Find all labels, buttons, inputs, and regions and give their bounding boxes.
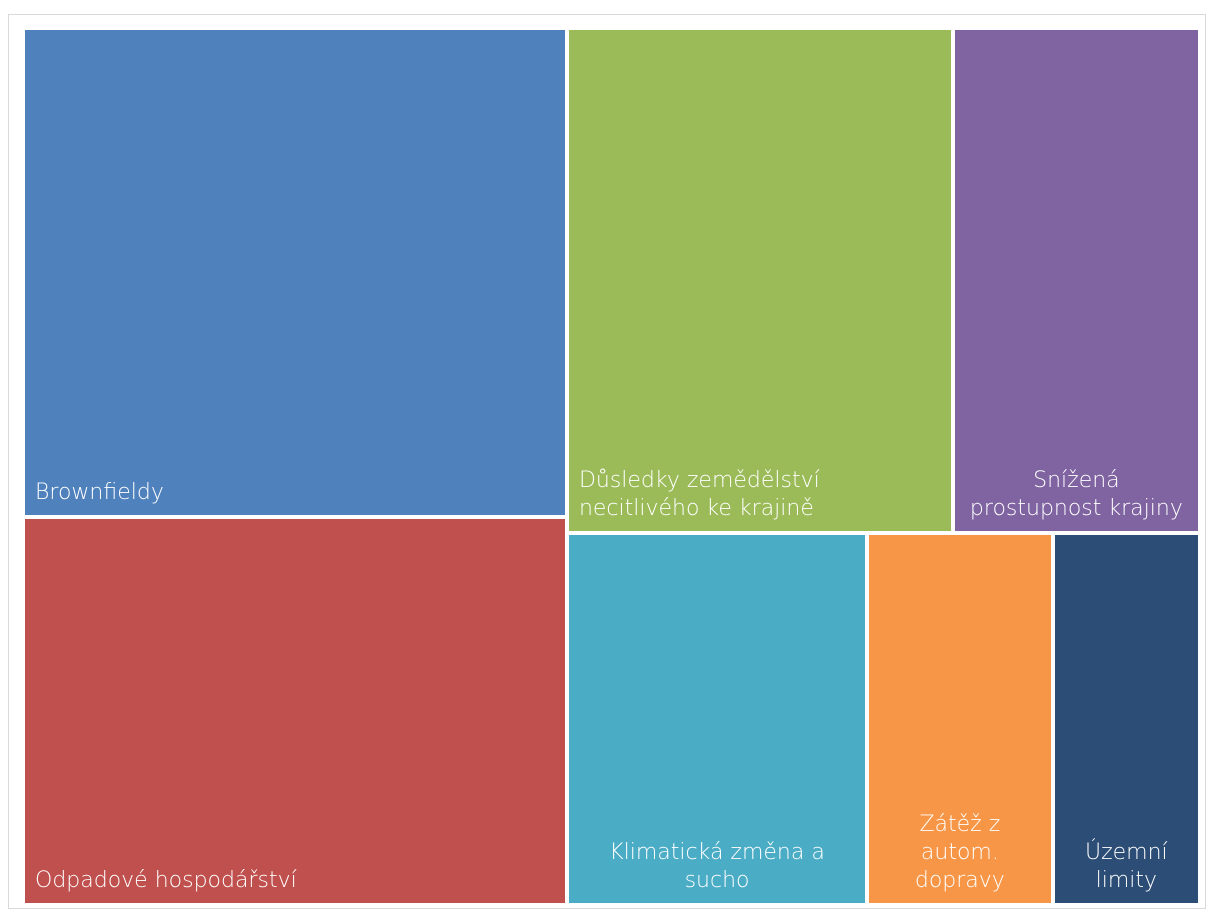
tile: Snížená prostupnost krajiny	[954, 30, 1198, 532]
chart-frame	[8, 14, 1206, 909]
tile-label: Zátěž z autom. dopravy	[914, 811, 1005, 893]
tile: Klimatická změna a sucho	[568, 535, 866, 903]
tile: Zátěž z autom. dopravy	[869, 535, 1051, 903]
tile-label: Územní limity	[1084, 839, 1168, 893]
tile: Brownfieldy	[25, 30, 565, 515]
tile-label: Klimatická změna a sucho	[609, 839, 825, 893]
tile: Územní limity	[1054, 535, 1198, 903]
treemap: Brownfieldy Odpadové hospodářství Důsledky…	[25, 30, 1202, 907]
tile-label: Brownfieldy	[35, 479, 164, 505]
tile: Odpadové hospodářství	[25, 518, 565, 903]
tile-label: Důsledky zemědělství necitlivého ke kraj…	[578, 468, 820, 522]
tile: Důsledky zemědělství necitlivého ke kraj…	[568, 30, 951, 532]
tile-label: Snížená prostupnost krajiny	[969, 468, 1183, 522]
tile-label: Odpadové hospodářství	[35, 867, 297, 893]
